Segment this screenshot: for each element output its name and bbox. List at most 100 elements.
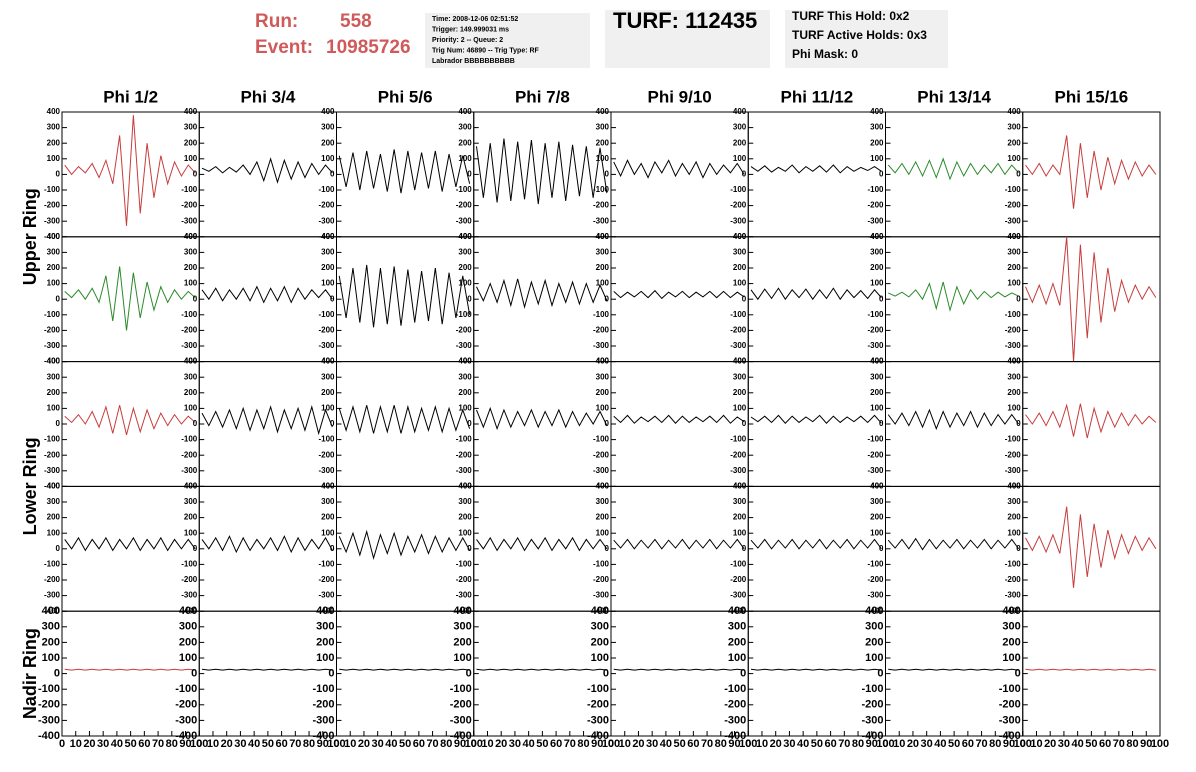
x-tick-label: 70 [1113,738,1125,750]
y-tick-label: -300 [999,714,1021,726]
y-tick-label: 100 [1002,652,1020,664]
y-tick-label: 200 [42,636,60,648]
waveform [64,266,196,331]
y-tick-label: 100 [179,652,197,664]
y-tick-label: 0 [605,544,610,553]
y-tick-label: 200 [316,636,334,648]
y-tick-label: -400 [587,730,609,742]
y-tick-label: -100 [587,683,609,695]
y-tick-label: -200 [593,326,610,335]
y-tick-label: -300 [44,466,61,475]
y-tick-label: 0 [330,294,335,303]
y-tick-label: -100 [456,310,473,319]
y-tick-label: 300 [865,621,883,633]
y-tick-label: 400 [1002,605,1020,617]
y-tick-label: 400 [870,107,884,116]
y-tick-label: 0 [879,170,884,179]
y-tick-label: -100 [44,185,61,194]
waveform [339,668,470,671]
y-tick-label: -200 [730,450,747,459]
waveform [888,668,1019,671]
panel-frame [1022,610,1161,737]
y-tick-label: 100 [870,528,884,537]
y-tick-label: 200 [733,138,747,147]
x-tick-label: 100 [465,738,483,750]
y-tick-label: -400 [44,482,61,491]
x-tick-label: 10 [207,738,219,750]
y-tick-label: -100 [593,435,610,444]
y-tick-label: -300 [318,466,335,475]
waveform [475,138,608,205]
waveform [613,414,745,424]
y-tick-label: -200 [730,326,747,335]
y-tick-label: 300 [596,248,610,257]
x-tick-label: 80 [989,738,1001,750]
y-tick-label: 200 [1002,636,1020,648]
y-tick-label: 200 [47,388,61,397]
waveform [338,264,471,328]
waveform [1025,506,1157,588]
y-tick-label: -200 [318,201,335,210]
y-tick-label: 200 [591,636,609,648]
x-tick-label: 30 [783,738,795,750]
y-tick-label: 200 [184,513,198,522]
info-line: Priority: 2 -- Queue: 2 [432,37,503,44]
y-tick-label: 0 [193,170,198,179]
x-tick-label: 0 [333,738,339,750]
y-tick-label: -200 [1005,326,1022,335]
waveform [338,404,471,434]
y-tick-label: 100 [184,404,198,413]
y-tick-label: -200 [861,699,883,711]
y-tick-label: -200 [450,699,472,711]
y-tick-label: -100 [318,435,335,444]
y-tick-label: -300 [867,341,884,350]
y-tick-label: 300 [42,621,60,633]
y-tick-label: 300 [596,497,610,506]
y-tick-label: -100 [730,185,747,194]
y-tick-label: 400 [458,357,472,366]
x-tick-label: 10 [344,738,356,750]
x-tick-label: 60 [550,738,562,750]
waveform [476,406,608,431]
x-tick-label: 20 [495,738,507,750]
y-tick-label: 400 [316,605,334,617]
y-tick-label: -100 [724,683,746,695]
x-tick-label: 0 [1020,738,1026,750]
y-tick-label: 0 [879,294,884,303]
y-tick-label: 0 [605,419,610,428]
x-tick-label: 90 [179,738,191,750]
y-tick-label: 300 [458,372,472,381]
waveform [750,668,882,671]
waveform [887,157,1020,181]
y-tick-label: -200 [593,201,610,210]
x-tick-label: 0 [196,738,202,750]
panel-frame [747,485,886,612]
waveform [64,668,196,671]
info-line: Trigger: 149.999031 ms [432,26,509,33]
waveform [613,668,745,671]
waveform [613,159,745,179]
y-tick-label: 300 [870,123,884,132]
x-tick-label: 70 [975,738,987,750]
y-tick-label: -200 [456,201,473,210]
column-title: Phi 7/8 [515,87,570,106]
panel-frame [61,111,200,238]
y-tick-label: -200 [593,575,610,584]
y-tick-label: 300 [184,123,198,132]
y-tick-label: -300 [730,216,747,225]
waveform [613,289,745,300]
y-tick-label: -200 [867,201,884,210]
waveform [1025,668,1156,671]
column-title: Phi 3/4 [240,87,295,106]
holds-box [785,10,948,68]
y-tick-label: 300 [870,372,884,381]
y-tick-label: -200 [318,575,335,584]
x-tick-label: 50 [399,738,411,750]
y-tick-label: 100 [47,279,61,288]
y-tick-label: -400 [724,730,746,742]
y-tick-label: 200 [184,138,198,147]
hold-line: TURF Active Holds: 0x3 [792,28,927,42]
y-tick-label: -100 [999,683,1021,695]
y-tick-label: 400 [184,357,198,366]
y-tick-label: -400 [861,730,883,742]
